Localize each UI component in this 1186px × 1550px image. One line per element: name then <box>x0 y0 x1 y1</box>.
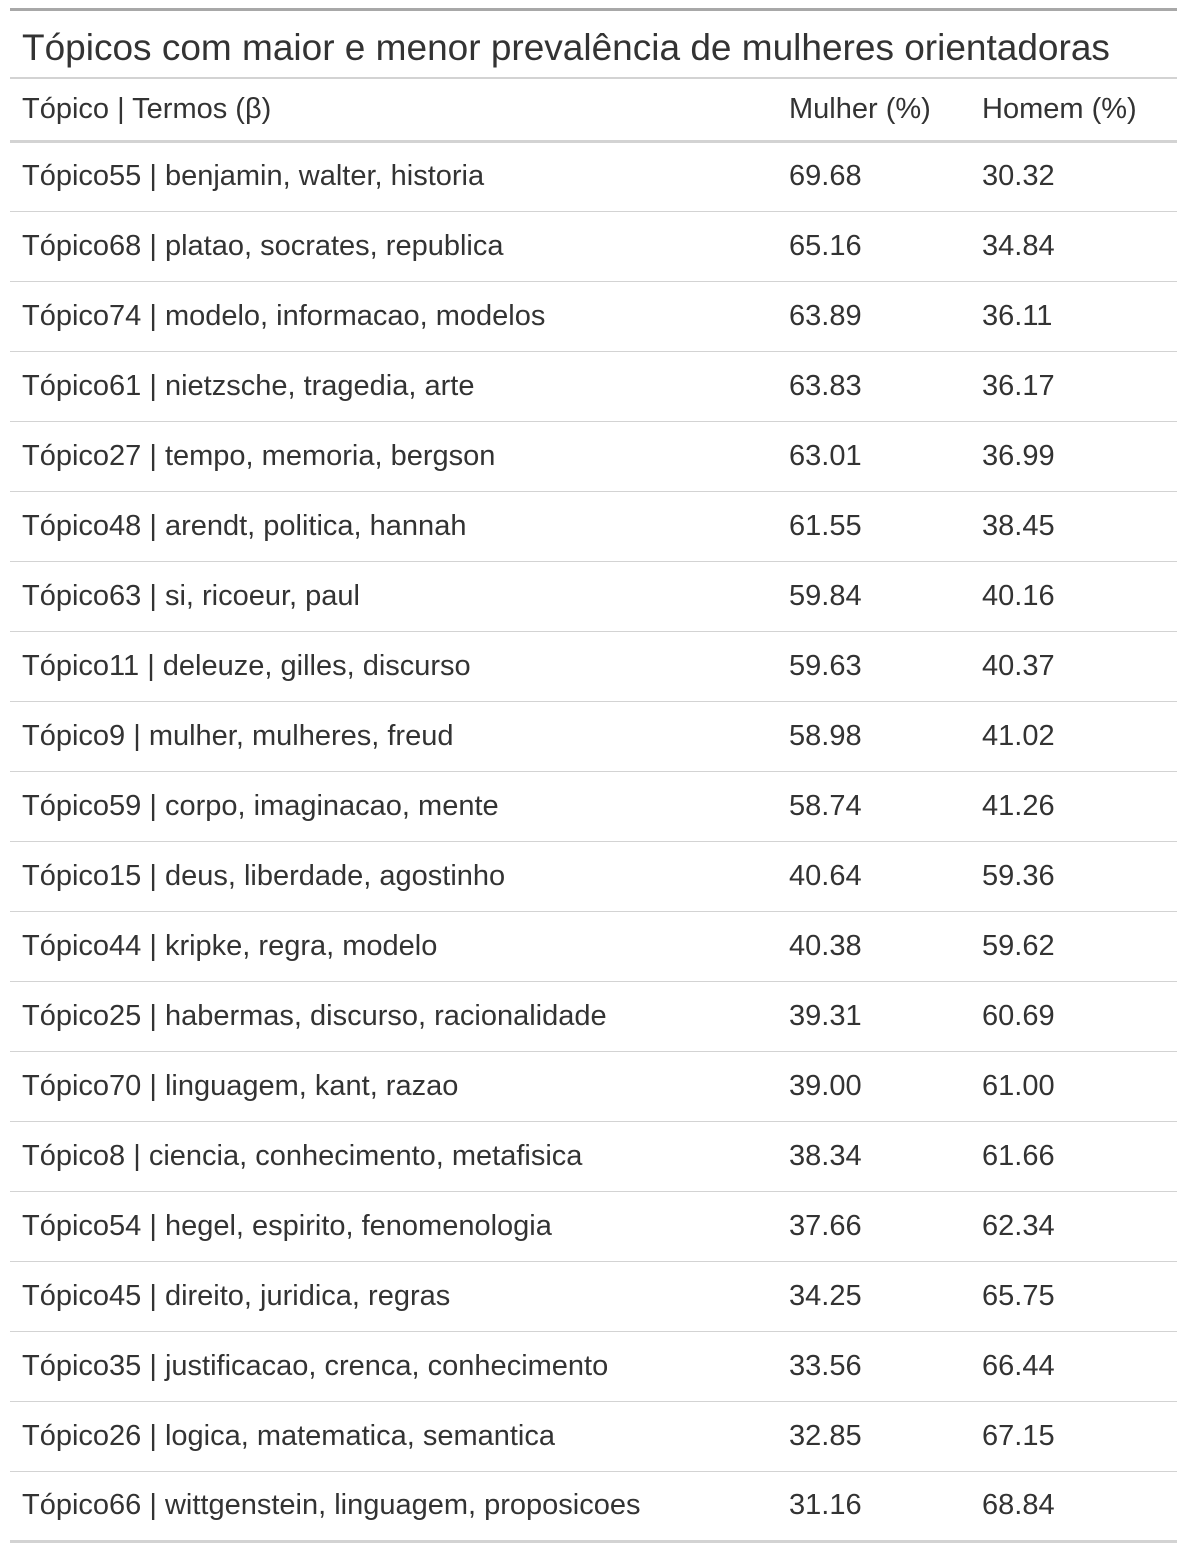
table-row: Tópico8 | ciencia, conhecimento, metafis… <box>10 1121 1177 1192</box>
topic-cell: Tópico8 | ciencia, conhecimento, metafis… <box>10 1121 777 1192</box>
table-row: Tópico63 | si, ricoeur, paul 59.84 40.16 <box>10 561 1177 632</box>
mulher-pct-cell: 31.16 <box>777 1471 970 1543</box>
mulher-pct-cell: 59.84 <box>777 561 970 632</box>
mulher-pct-cell: 40.38 <box>777 911 970 982</box>
topic-cell: Tópico55 | benjamin, walter, historia <box>10 141 777 212</box>
topic-cell: Tópico66 | wittgenstein, linguagem, prop… <box>10 1471 777 1543</box>
homem-pct-cell: 41.02 <box>970 701 1177 772</box>
mulher-pct-cell: 65.16 <box>777 211 970 282</box>
topic-cell: Tópico68 | platao, socrates, republica <box>10 211 777 282</box>
mulher-pct-cell: 37.66 <box>777 1191 970 1262</box>
table-row: Tópico61 | nietzsche, tragedia, arte 63.8… <box>10 351 1177 422</box>
homem-pct-cell: 60.69 <box>970 981 1177 1052</box>
topic-cell: Tópico11 | deleuze, gilles, discurso <box>10 631 777 702</box>
homem-pct-cell: 36.17 <box>970 351 1177 422</box>
column-header-mulher: Mulher (%) <box>777 79 970 143</box>
table-row: Tópico68 | platao, socrates, republica 65… <box>10 211 1177 282</box>
topic-cell: Tópico48 | arendt, politica, hannah <box>10 491 777 562</box>
homem-pct-cell: 61.66 <box>970 1121 1177 1192</box>
topic-cell: Tópico26 | logica, matematica, semantica <box>10 1401 777 1472</box>
mulher-pct-cell: 32.85 <box>777 1401 970 1472</box>
table-row: Tópico66 | wittgenstein, linguagem, prop… <box>10 1471 1177 1543</box>
mulher-pct-cell: 63.89 <box>777 281 970 352</box>
homem-pct-cell: 36.99 <box>970 421 1177 492</box>
mulher-pct-cell: 33.56 <box>777 1331 970 1402</box>
topic-cell: Tópico35 | justificacao, crenca, conheci… <box>10 1331 777 1402</box>
mulher-pct-cell: 38.34 <box>777 1121 970 1192</box>
table-row: Tópico35 | justificacao, crenca, conheci… <box>10 1331 1177 1402</box>
mulher-pct-cell: 69.68 <box>777 141 970 212</box>
topic-cell: Tópico15 | deus, liberdade, agostinho <box>10 841 777 912</box>
table-row: Tópico27 | tempo, memoria, bergson 63.01 3… <box>10 421 1177 492</box>
homem-pct-cell: 36.11 <box>970 281 1177 352</box>
table-row: Tópico9 | mulher, mulheres, freud 58.98 41… <box>10 701 1177 772</box>
table-row: Tópico26 | logica, matematica, semantica… <box>10 1401 1177 1472</box>
mulher-pct-cell: 34.25 <box>777 1261 970 1332</box>
topic-cell: Tópico61 | nietzsche, tragedia, arte <box>10 351 777 422</box>
homem-pct-cell: 62.34 <box>970 1191 1177 1262</box>
homem-pct-cell: 40.37 <box>970 631 1177 702</box>
table-row: Tópico55 | benjamin, walter, historia 69.… <box>10 141 1177 212</box>
table-body: Tópico55 | benjamin, walter, historia 69.… <box>10 141 1177 1543</box>
mulher-pct-cell: 58.98 <box>777 701 970 772</box>
column-header-homem: Homem (%) <box>970 79 1177 143</box>
mulher-pct-cell: 58.74 <box>777 771 970 842</box>
table-row: Tópico45 | direito, juridica, regras 34.2… <box>10 1261 1177 1332</box>
homem-pct-cell: 68.84 <box>970 1471 1177 1543</box>
table-row: Tópico15 | deus, liberdade, agostinho 40.… <box>10 841 1177 912</box>
table-row: Tópico11 | deleuze, gilles, discurso 59.6… <box>10 631 1177 702</box>
homem-pct-cell: 30.32 <box>970 141 1177 212</box>
homem-pct-cell: 66.44 <box>970 1331 1177 1402</box>
table-row: Tópico44 | kripke, regra, modelo 40.38 59.… <box>10 911 1177 982</box>
topic-cell: Tópico45 | direito, juridica, regras <box>10 1261 777 1332</box>
mulher-pct-cell: 39.00 <box>777 1051 970 1122</box>
homem-pct-cell: 67.15 <box>970 1401 1177 1472</box>
mulher-pct-cell: 39.31 <box>777 981 970 1052</box>
table-row: Tópico48 | arendt, politica, hannah 61.55… <box>10 491 1177 562</box>
topic-cell: Tópico54 | hegel, espirito, fenomenologi… <box>10 1191 777 1262</box>
homem-pct-cell: 41.26 <box>970 771 1177 842</box>
mulher-pct-cell: 61.55 <box>777 491 970 562</box>
homem-pct-cell: 61.00 <box>970 1051 1177 1122</box>
topic-cell: Tópico59 | corpo, imaginacao, mente <box>10 771 777 842</box>
table-row: Tópico74 | modelo, informacao, modelos 63… <box>10 281 1177 352</box>
topic-cell: Tópico44 | kripke, regra, modelo <box>10 911 777 982</box>
topic-cell: Tópico70 | linguagem, kant, razao <box>10 1051 777 1122</box>
topic-cell: Tópico27 | tempo, memoria, bergson <box>10 421 777 492</box>
homem-pct-cell: 40.16 <box>970 561 1177 632</box>
mulher-pct-cell: 40.64 <box>777 841 970 912</box>
topic-cell: Tópico63 | si, ricoeur, paul <box>10 561 777 632</box>
table-title: Tópicos com maior e menor prevalência de… <box>10 11 1177 79</box>
header-row: Tópico | Termos (β) Mulher (%) Homem (%) <box>10 79 1177 143</box>
mulher-pct-cell: 59.63 <box>777 631 970 702</box>
homem-pct-cell: 34.84 <box>970 211 1177 282</box>
table-row: Tópico54 | hegel, espirito, fenomenologi… <box>10 1191 1177 1262</box>
homem-pct-cell: 59.62 <box>970 911 1177 982</box>
homem-pct-cell: 59.36 <box>970 841 1177 912</box>
mulher-pct-cell: 63.01 <box>777 421 970 492</box>
column-header-topic: Tópico | Termos (β) <box>10 79 777 143</box>
homem-pct-cell: 65.75 <box>970 1261 1177 1332</box>
topic-cell: Tópico25 | habermas, discurso, racionali… <box>10 981 777 1052</box>
table-row: Tópico25 | habermas, discurso, racionali… <box>10 981 1177 1052</box>
homem-pct-cell: 38.45 <box>970 491 1177 562</box>
table-container: Tópicos com maior e menor prevalência de… <box>10 8 1177 1543</box>
mulher-pct-cell: 63.83 <box>777 351 970 422</box>
table-row: Tópico59 | corpo, imaginacao, mente 58.74… <box>10 771 1177 842</box>
data-table: Tópico | Termos (β) Mulher (%) Homem (%)… <box>10 79 1177 1543</box>
topic-cell: Tópico9 | mulher, mulheres, freud <box>10 701 777 772</box>
table-row: Tópico70 | linguagem, kant, razao 39.00 61… <box>10 1051 1177 1122</box>
top-rule <box>10 8 1177 11</box>
topic-cell: Tópico74 | modelo, informacao, modelos <box>10 281 777 352</box>
